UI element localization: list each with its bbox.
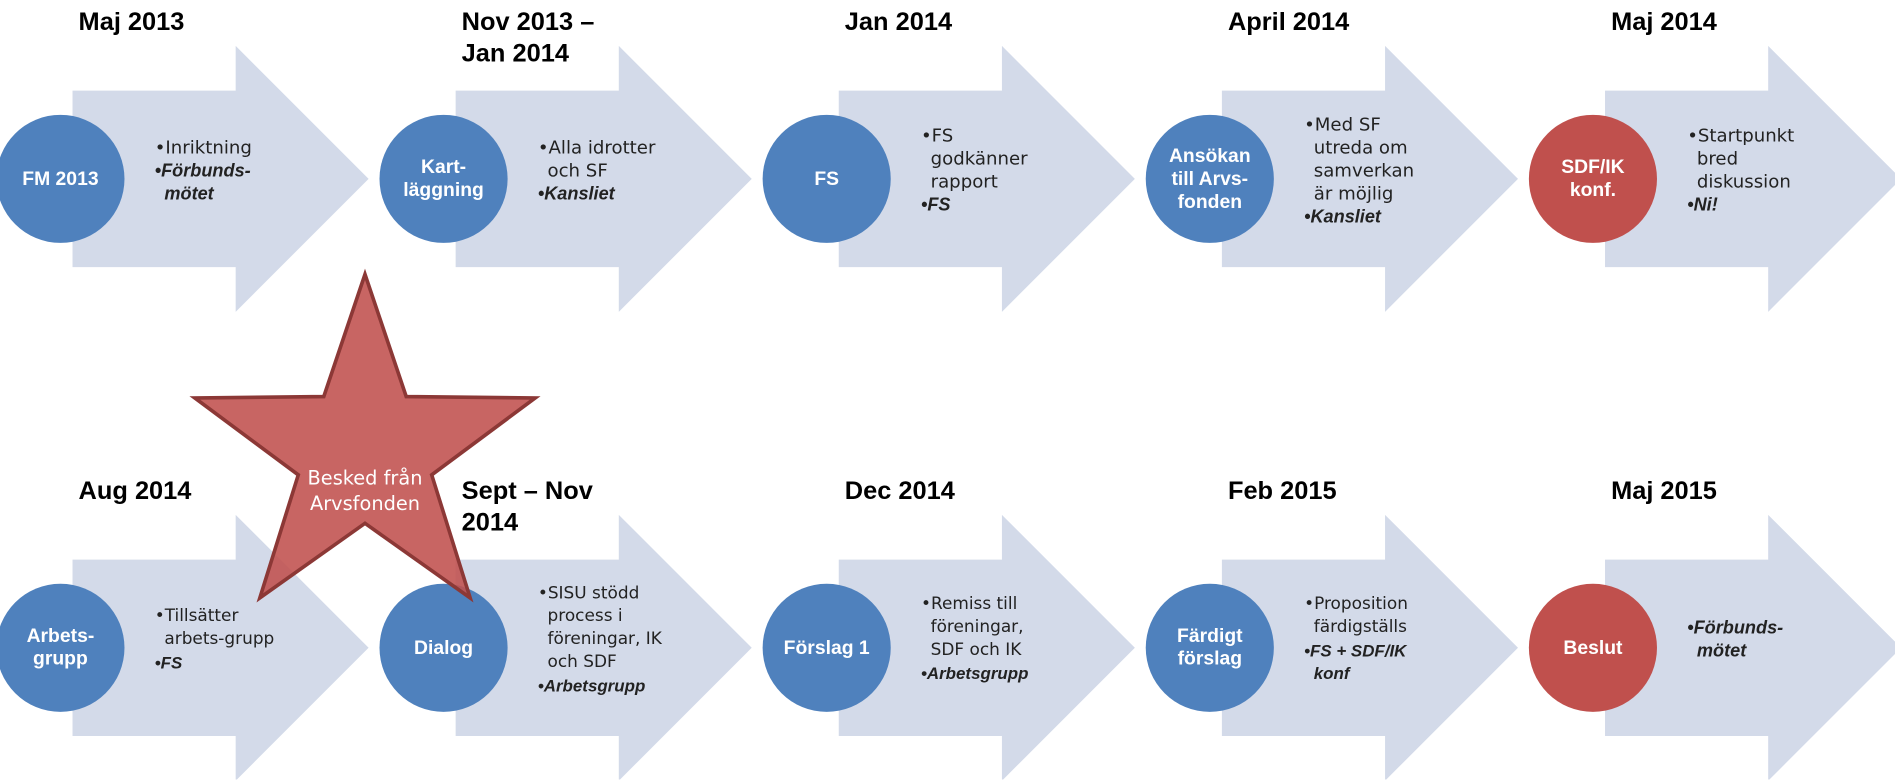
bullet: •Startpunkt bred diskussion [1687, 124, 1795, 193]
bullet: •Förbunds-mötet [1687, 617, 1784, 662]
bullet-list: •FS godkänner rapport •FS [921, 80, 1052, 261]
step-circle [0, 114, 125, 243]
bullet-text: Med SF utreda om samverkan är möjlig [1313, 113, 1415, 204]
bullet: •SISU stödd process i föreningar, IK och… [537, 583, 662, 672]
bullet: •FS [920, 194, 951, 216]
step-label: Förslag 1 [783, 637, 870, 659]
step-date: April 2014 [1227, 8, 1350, 37]
bullet-text: Inriktning [165, 135, 252, 158]
arrow [455, 514, 752, 780]
step-label: Beslut [1563, 637, 1623, 659]
step-circle [0, 583, 125, 712]
bullet-text: Förbunds-mötet [161, 160, 251, 204]
bullet: •Tillsätter arbets-grupp [154, 606, 275, 649]
step-date: Dec 2014 [844, 477, 955, 506]
bullet: •Alla idrotter och SF [537, 135, 656, 181]
step-date: Maj 2015 [1611, 477, 1717, 506]
step-label: Dialog [414, 637, 474, 659]
bullet: •FS + SDF/IK konf [1304, 640, 1407, 683]
step-label: Färdigt förslag [1177, 626, 1243, 670]
step-label: Arbets-grupp [26, 626, 95, 670]
arrow [72, 514, 369, 780]
bullet-text: Startpunkt bred diskussion [1696, 124, 1795, 193]
step-circle [1145, 114, 1274, 243]
bullet-list: •Tillsätter arbets-grupp •FS [155, 549, 286, 730]
step-circle [762, 114, 891, 243]
bullet: •Proposition färdigställs [1304, 594, 1408, 637]
bullet: •Arbetsgrupp [920, 663, 1029, 683]
bullet: •Kansliet [1304, 206, 1381, 227]
bullet-text: FS [160, 652, 183, 672]
arrow [1221, 45, 1519, 312]
bullet: •FS godkänner rapport [920, 124, 1028, 193]
step-date: Sept – Nov 2014 [461, 477, 593, 537]
bullet-text: Kansliet [544, 183, 615, 204]
bullet-text: Ni! [1693, 194, 1718, 216]
step-circle [1528, 583, 1657, 712]
bullet-text: Förbunds-mötet [1693, 617, 1784, 662]
bullet-text: Kansliet [1310, 206, 1381, 227]
bullet-list: •Med SF utreda om samverkan är möjlig •Ka… [1304, 80, 1435, 261]
arrow [455, 45, 752, 312]
arrow [72, 45, 369, 312]
step-date: Nov 2013 – Jan 2014 [461, 8, 595, 68]
bullet: •Kansliet [537, 183, 615, 204]
arrow [838, 45, 1135, 312]
step-circle [379, 114, 508, 243]
bullet: •Arbetsgrupp [537, 675, 646, 695]
step-label: FS [814, 168, 840, 190]
bullet-text: FS [927, 194, 951, 216]
step-circle [762, 583, 891, 712]
step-date: Feb 2015 [1227, 477, 1337, 506]
arrow [1605, 514, 1895, 780]
step-label: Kart-läggning [403, 157, 484, 201]
bullet-text: Tillsätter arbets-grupp [164, 606, 275, 649]
bullet-text: FS + SDF/IK konf [1310, 640, 1407, 683]
bullet-text: Alla idrotter och SF [547, 135, 656, 181]
star [189, 268, 541, 603]
bullet-text: Arbetsgrupp [543, 675, 646, 695]
arrow [1221, 514, 1519, 780]
bullet-text: SISU stödd process i föreningar, IK och … [547, 583, 662, 672]
bullet-text: Remiss till föreningar, SDF och IK [930, 594, 1024, 660]
step-circle [1145, 583, 1274, 712]
bullet-list: •Startpunkt bred diskussion •Ni! [1687, 80, 1818, 261]
arrow [1605, 45, 1895, 312]
bullet: •Ni! [1687, 194, 1718, 216]
step-date: Maj 2013 [78, 8, 185, 37]
bullet-list: •Inriktning •Förbunds-mötet [155, 80, 286, 261]
step-label: SDF/IK konf. [1561, 157, 1625, 201]
bullet-text: Proposition färdigställs [1313, 594, 1408, 637]
step-label: Ansökan till Arvs-fonden [1168, 145, 1251, 213]
bullet: •FS [154, 652, 183, 672]
bullet-list: •Remiss till föreningar, SDF och IK •Arbe… [921, 549, 1052, 730]
bullet-list: •SISU stödd process i föreningar, IK och… [538, 549, 669, 730]
bullet-text: Arbetsgrupp [926, 663, 1029, 683]
step-date: Maj 2014 [1611, 8, 1717, 37]
bullet-list: •Alla idrotter och SF •Kansliet [538, 80, 669, 261]
step-date: Jan 2014 [844, 8, 953, 37]
bullet-text: FS godkänner rapport [930, 124, 1028, 193]
star-label: Besked från Arvsfonden [307, 466, 423, 515]
bullet: •Med SF utreda om samverkan är möjlig [1304, 113, 1415, 204]
bullet: •Remiss till föreningar, SDF och IK [920, 594, 1024, 660]
bullet: •Förbunds-mötet [154, 160, 251, 204]
arrow [838, 514, 1135, 780]
step-circle [379, 583, 508, 712]
step-label: FM 2013 [22, 168, 99, 190]
step-date: Aug 2014 [78, 477, 192, 506]
step-circle [1528, 114, 1657, 243]
bullet: •Inriktning [154, 135, 252, 158]
bullet-list: •Förbunds-mötet [1687, 549, 1818, 730]
bullet-list: •Proposition färdigställs •FS + SDF/IK ko… [1304, 549, 1435, 730]
